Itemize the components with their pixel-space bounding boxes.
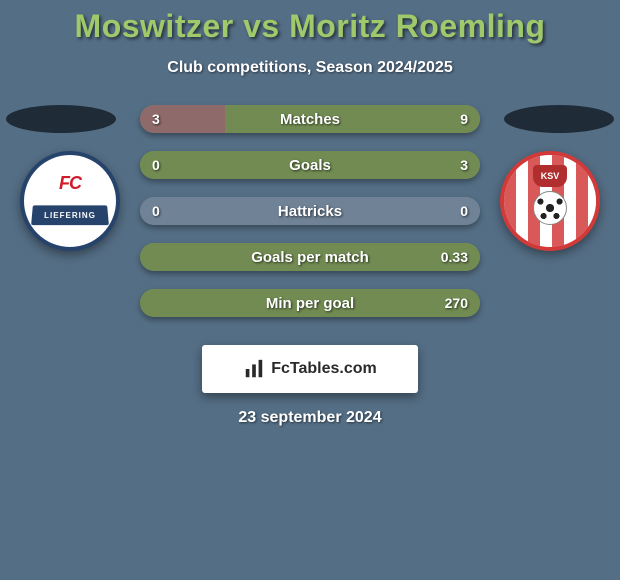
club-badge-right-shield: KSV	[533, 165, 567, 187]
club-badge-left-banner: LIEFERING	[31, 205, 109, 225]
stat-row: 03Goals	[140, 151, 480, 179]
club-badge-right: KSV	[500, 151, 600, 251]
player-shadow-left	[6, 105, 116, 133]
club-badge-left-initials: FC	[24, 173, 116, 194]
club-badge-right-initials: KSV	[541, 171, 560, 181]
stat-label: Matches	[140, 105, 480, 133]
club-badge-right-ball-icon	[533, 191, 567, 225]
player-shadow-right	[504, 105, 614, 133]
club-badge-left: FC LIEFERING	[20, 151, 120, 251]
stat-label: Hattricks	[140, 197, 480, 225]
stat-row: 39Matches	[140, 105, 480, 133]
stat-row: 270Min per goal	[140, 289, 480, 317]
stat-label: Goals	[140, 151, 480, 179]
club-badge-left-banner-text: LIEFERING	[44, 211, 96, 220]
stat-label: Min per goal	[140, 289, 480, 317]
stat-row: 00Hattricks	[140, 197, 480, 225]
brand-box: FcTables.com	[202, 345, 418, 393]
bar-chart-icon	[243, 358, 265, 380]
stat-row: 0.33Goals per match	[140, 243, 480, 271]
subtitle: Club competitions, Season 2024/2025	[0, 59, 620, 77]
date-text: 23 september 2024	[0, 409, 620, 427]
page-title: Moswitzer vs Moritz Roemling	[0, 0, 620, 45]
stat-rows: 39Matches 03Goals 00Hattricks 0.33Goals per…	[140, 105, 480, 335]
comparison-card: Moswitzer vs Moritz Roemling Club compet…	[0, 0, 620, 580]
stat-label: Goals per match	[140, 243, 480, 271]
brand-text: FcTables.com	[271, 360, 377, 378]
